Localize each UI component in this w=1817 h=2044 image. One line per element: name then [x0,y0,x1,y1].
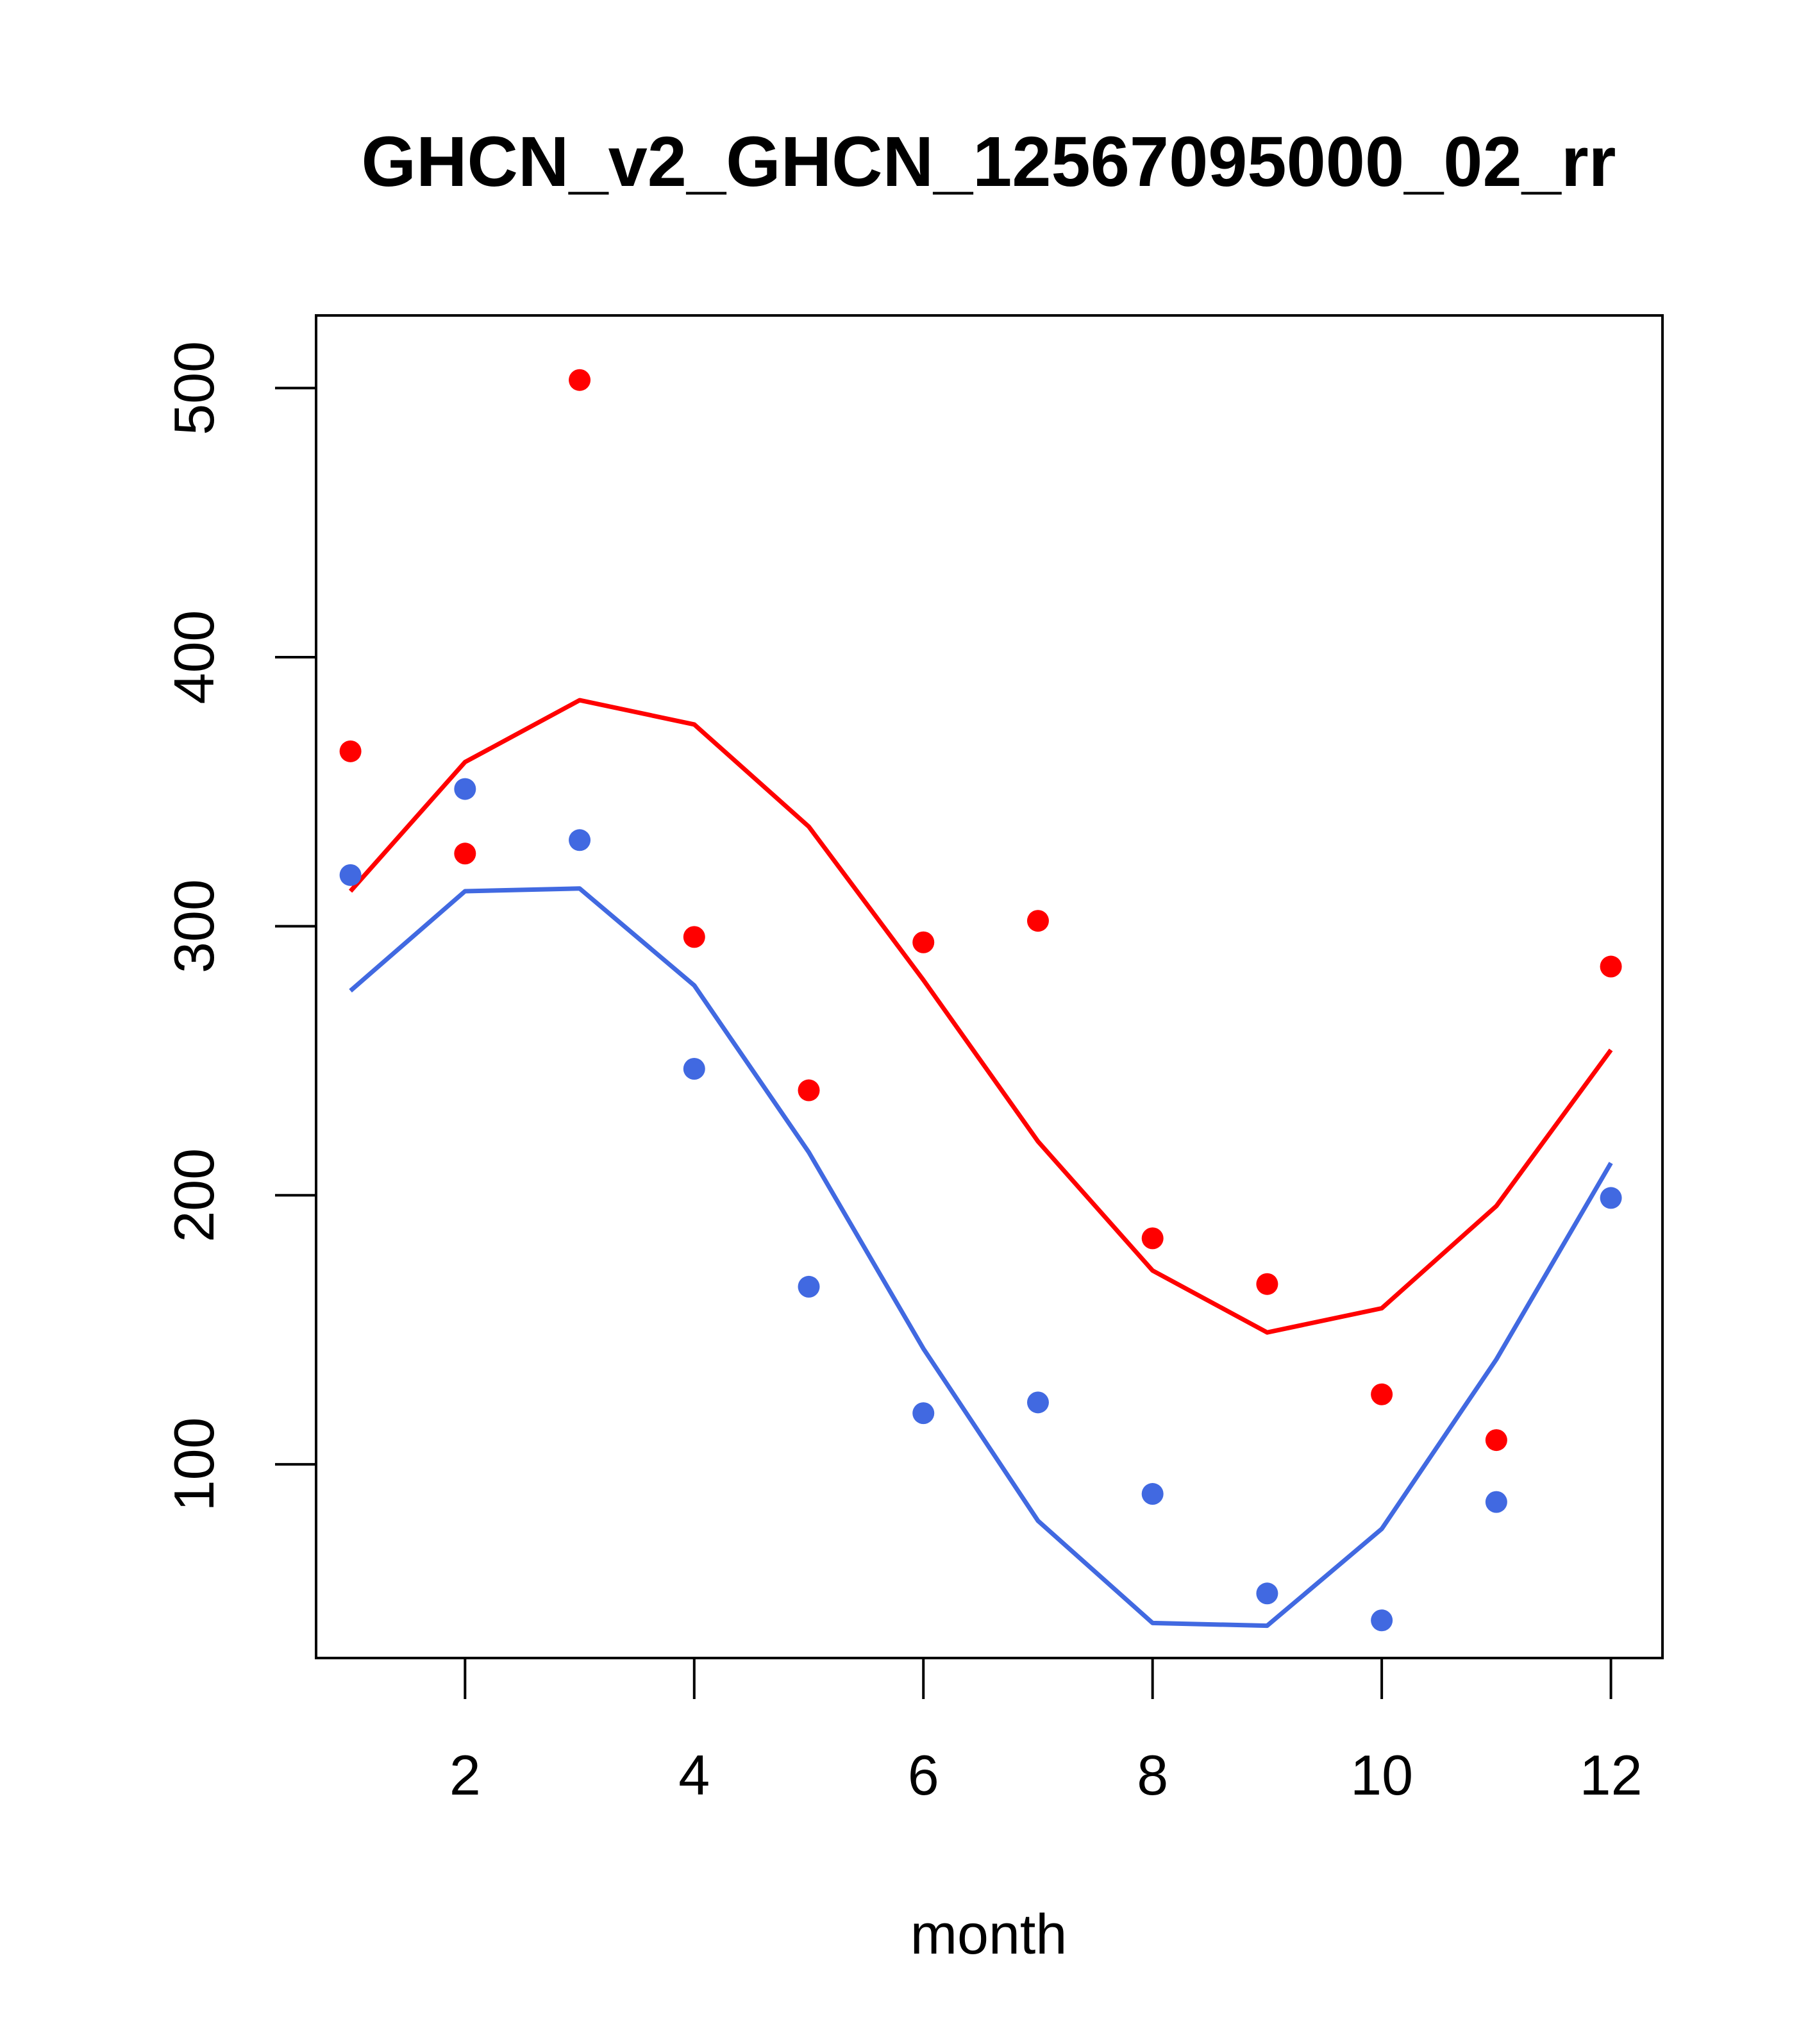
series-2-point [1600,1187,1622,1209]
y-tick-label: 400 [162,610,226,705]
x-tick-label: 12 [1580,1743,1643,1807]
series-1-point [339,740,362,762]
series-1-point [1371,1383,1393,1405]
series-2-point [1371,1609,1393,1632]
series-2-point [912,1402,935,1425]
series-1-point [1600,955,1622,978]
chart-title: GHCN_v2_GHCN_12567095000_02_rr [362,122,1616,201]
y-tick-label: 300 [162,879,226,973]
x-axis-label: month [910,1902,1068,1966]
y-axis: 100 200 300 400 500 [162,341,316,1511]
series-1-point [569,369,591,391]
series-2-point [683,1057,705,1080]
series-1-point [1485,1429,1507,1452]
series-1-point [1026,910,1049,932]
x-tick-label: 8 [1137,1743,1168,1807]
series-1-point [683,926,705,948]
series-1-point [798,1079,820,1102]
series-2-line [349,886,1613,1629]
series-2-point [454,778,476,800]
y-tick-label: 200 [162,1148,226,1243]
series-1-point [1256,1273,1278,1295]
series-2-point [798,1275,820,1298]
y-tick-label: 500 [162,341,226,435]
x-tick-label: 6 [908,1743,939,1807]
series-2-point [339,864,362,886]
x-tick-label: 10 [1350,1743,1413,1807]
series-1-point [912,931,935,953]
x-axis: 2 4 6 8 10 12 [449,1658,1643,1807]
series-1-point [1141,1227,1164,1250]
series-1-line [348,698,1613,1335]
series-2-point [1141,1483,1164,1505]
y-tick-label: 100 [162,1417,226,1511]
series-2-point [1485,1491,1507,1513]
x-tick-label: 2 [449,1743,481,1807]
series-2-point [1256,1582,1278,1605]
series-points [339,369,1622,1632]
series-2-point [1026,1391,1049,1414]
series-1-point [454,842,476,865]
x-tick-label: 4 [678,1743,710,1807]
series-lines [348,698,1613,1629]
plot-frame [315,314,1664,1659]
series-2-point [569,829,591,851]
